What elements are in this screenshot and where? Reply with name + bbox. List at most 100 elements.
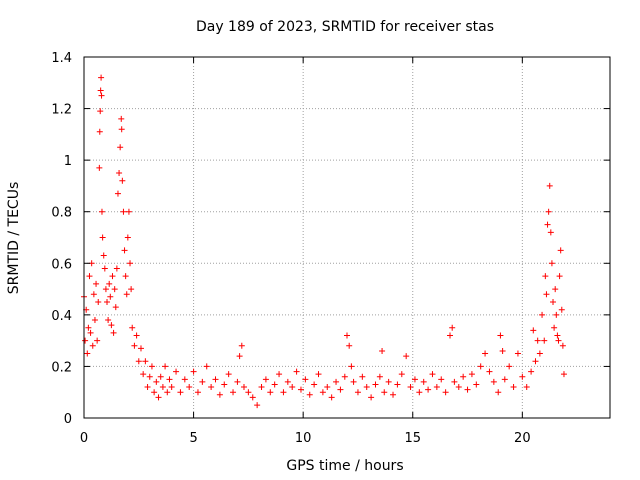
data-point	[381, 389, 388, 396]
data-point	[534, 337, 541, 344]
data-point	[559, 342, 566, 349]
data-point	[135, 358, 142, 365]
y-axis-label: SRMTID / TECUs	[6, 182, 22, 295]
data-point	[153, 378, 160, 385]
data-point	[106, 280, 113, 287]
data-point	[328, 394, 335, 401]
data-point	[133, 332, 140, 339]
data-point	[118, 126, 125, 133]
data-point	[350, 378, 357, 385]
data-point	[541, 337, 548, 344]
data-point	[337, 386, 344, 393]
y-tick-label: 1.2	[51, 103, 72, 118]
data-point	[123, 291, 130, 298]
data-point	[82, 337, 89, 344]
data-point	[99, 234, 106, 241]
data-point	[101, 265, 108, 272]
data-point	[100, 252, 107, 259]
data-point	[124, 234, 131, 241]
data-point	[550, 298, 557, 305]
data-point	[555, 337, 562, 344]
data-point	[120, 208, 127, 215]
data-point	[146, 373, 153, 380]
data-point	[379, 347, 386, 354]
data-point	[112, 304, 119, 311]
data-point	[238, 342, 245, 349]
data-point	[289, 384, 296, 391]
data-point	[254, 402, 261, 409]
data-point	[119, 177, 126, 184]
data-point	[148, 363, 155, 370]
data-point	[519, 373, 526, 380]
data-point	[181, 376, 188, 383]
data-point	[240, 384, 247, 391]
data-point	[98, 74, 105, 81]
data-point	[236, 353, 243, 360]
data-point	[131, 342, 138, 349]
data-point	[542, 273, 549, 280]
data-point	[451, 378, 458, 385]
data-point	[245, 389, 252, 396]
data-point	[129, 324, 136, 331]
data-point	[162, 363, 169, 370]
data-point	[344, 332, 350, 339]
data-point	[89, 342, 96, 349]
data-point	[212, 376, 219, 383]
data-point	[449, 324, 456, 331]
y-tick-label: 1.4	[51, 51, 72, 66]
data-point	[557, 247, 564, 254]
data-point	[539, 311, 546, 318]
data-point	[186, 384, 193, 391]
data-point	[398, 371, 405, 378]
data-point	[121, 247, 128, 254]
data-point	[108, 322, 115, 329]
data-point	[319, 389, 326, 396]
data-point	[128, 286, 135, 293]
data-point	[390, 391, 397, 398]
data-point	[468, 371, 475, 378]
data-point	[506, 363, 513, 370]
data-point	[199, 378, 206, 385]
data-point	[225, 371, 232, 378]
data-point	[486, 368, 493, 375]
data-point	[111, 286, 118, 293]
data-point	[372, 381, 379, 388]
y-tick-label: 0.2	[51, 360, 72, 375]
data-point	[548, 260, 555, 267]
data-point	[499, 347, 506, 354]
data-point	[87, 329, 94, 336]
data-point	[96, 128, 103, 135]
data-point	[544, 221, 551, 228]
data-point	[495, 389, 502, 396]
data-point	[510, 384, 517, 391]
data-point	[523, 384, 530, 391]
data-point	[530, 327, 537, 334]
data-point	[91, 317, 98, 324]
data-point	[455, 384, 462, 391]
data-point	[501, 376, 508, 383]
data-point	[403, 353, 410, 360]
data-point	[324, 384, 331, 391]
plot-frame	[83, 56, 611, 419]
data-point	[194, 389, 201, 396]
data-point	[86, 273, 93, 280]
data-point	[490, 378, 497, 385]
data-point	[98, 92, 105, 99]
data-point	[554, 332, 561, 339]
data-point	[284, 378, 291, 385]
data-point	[420, 378, 427, 385]
data-point	[118, 115, 125, 122]
data-point	[311, 381, 318, 388]
data-point	[433, 384, 440, 391]
data-point	[302, 376, 309, 383]
data-point	[482, 350, 489, 357]
data-point	[234, 378, 241, 385]
data-point	[359, 373, 366, 380]
data-point	[127, 260, 134, 267]
data-point	[560, 371, 567, 378]
data-point	[425, 386, 432, 393]
data-point	[258, 384, 265, 391]
y-tick-label: 0	[64, 412, 72, 427]
